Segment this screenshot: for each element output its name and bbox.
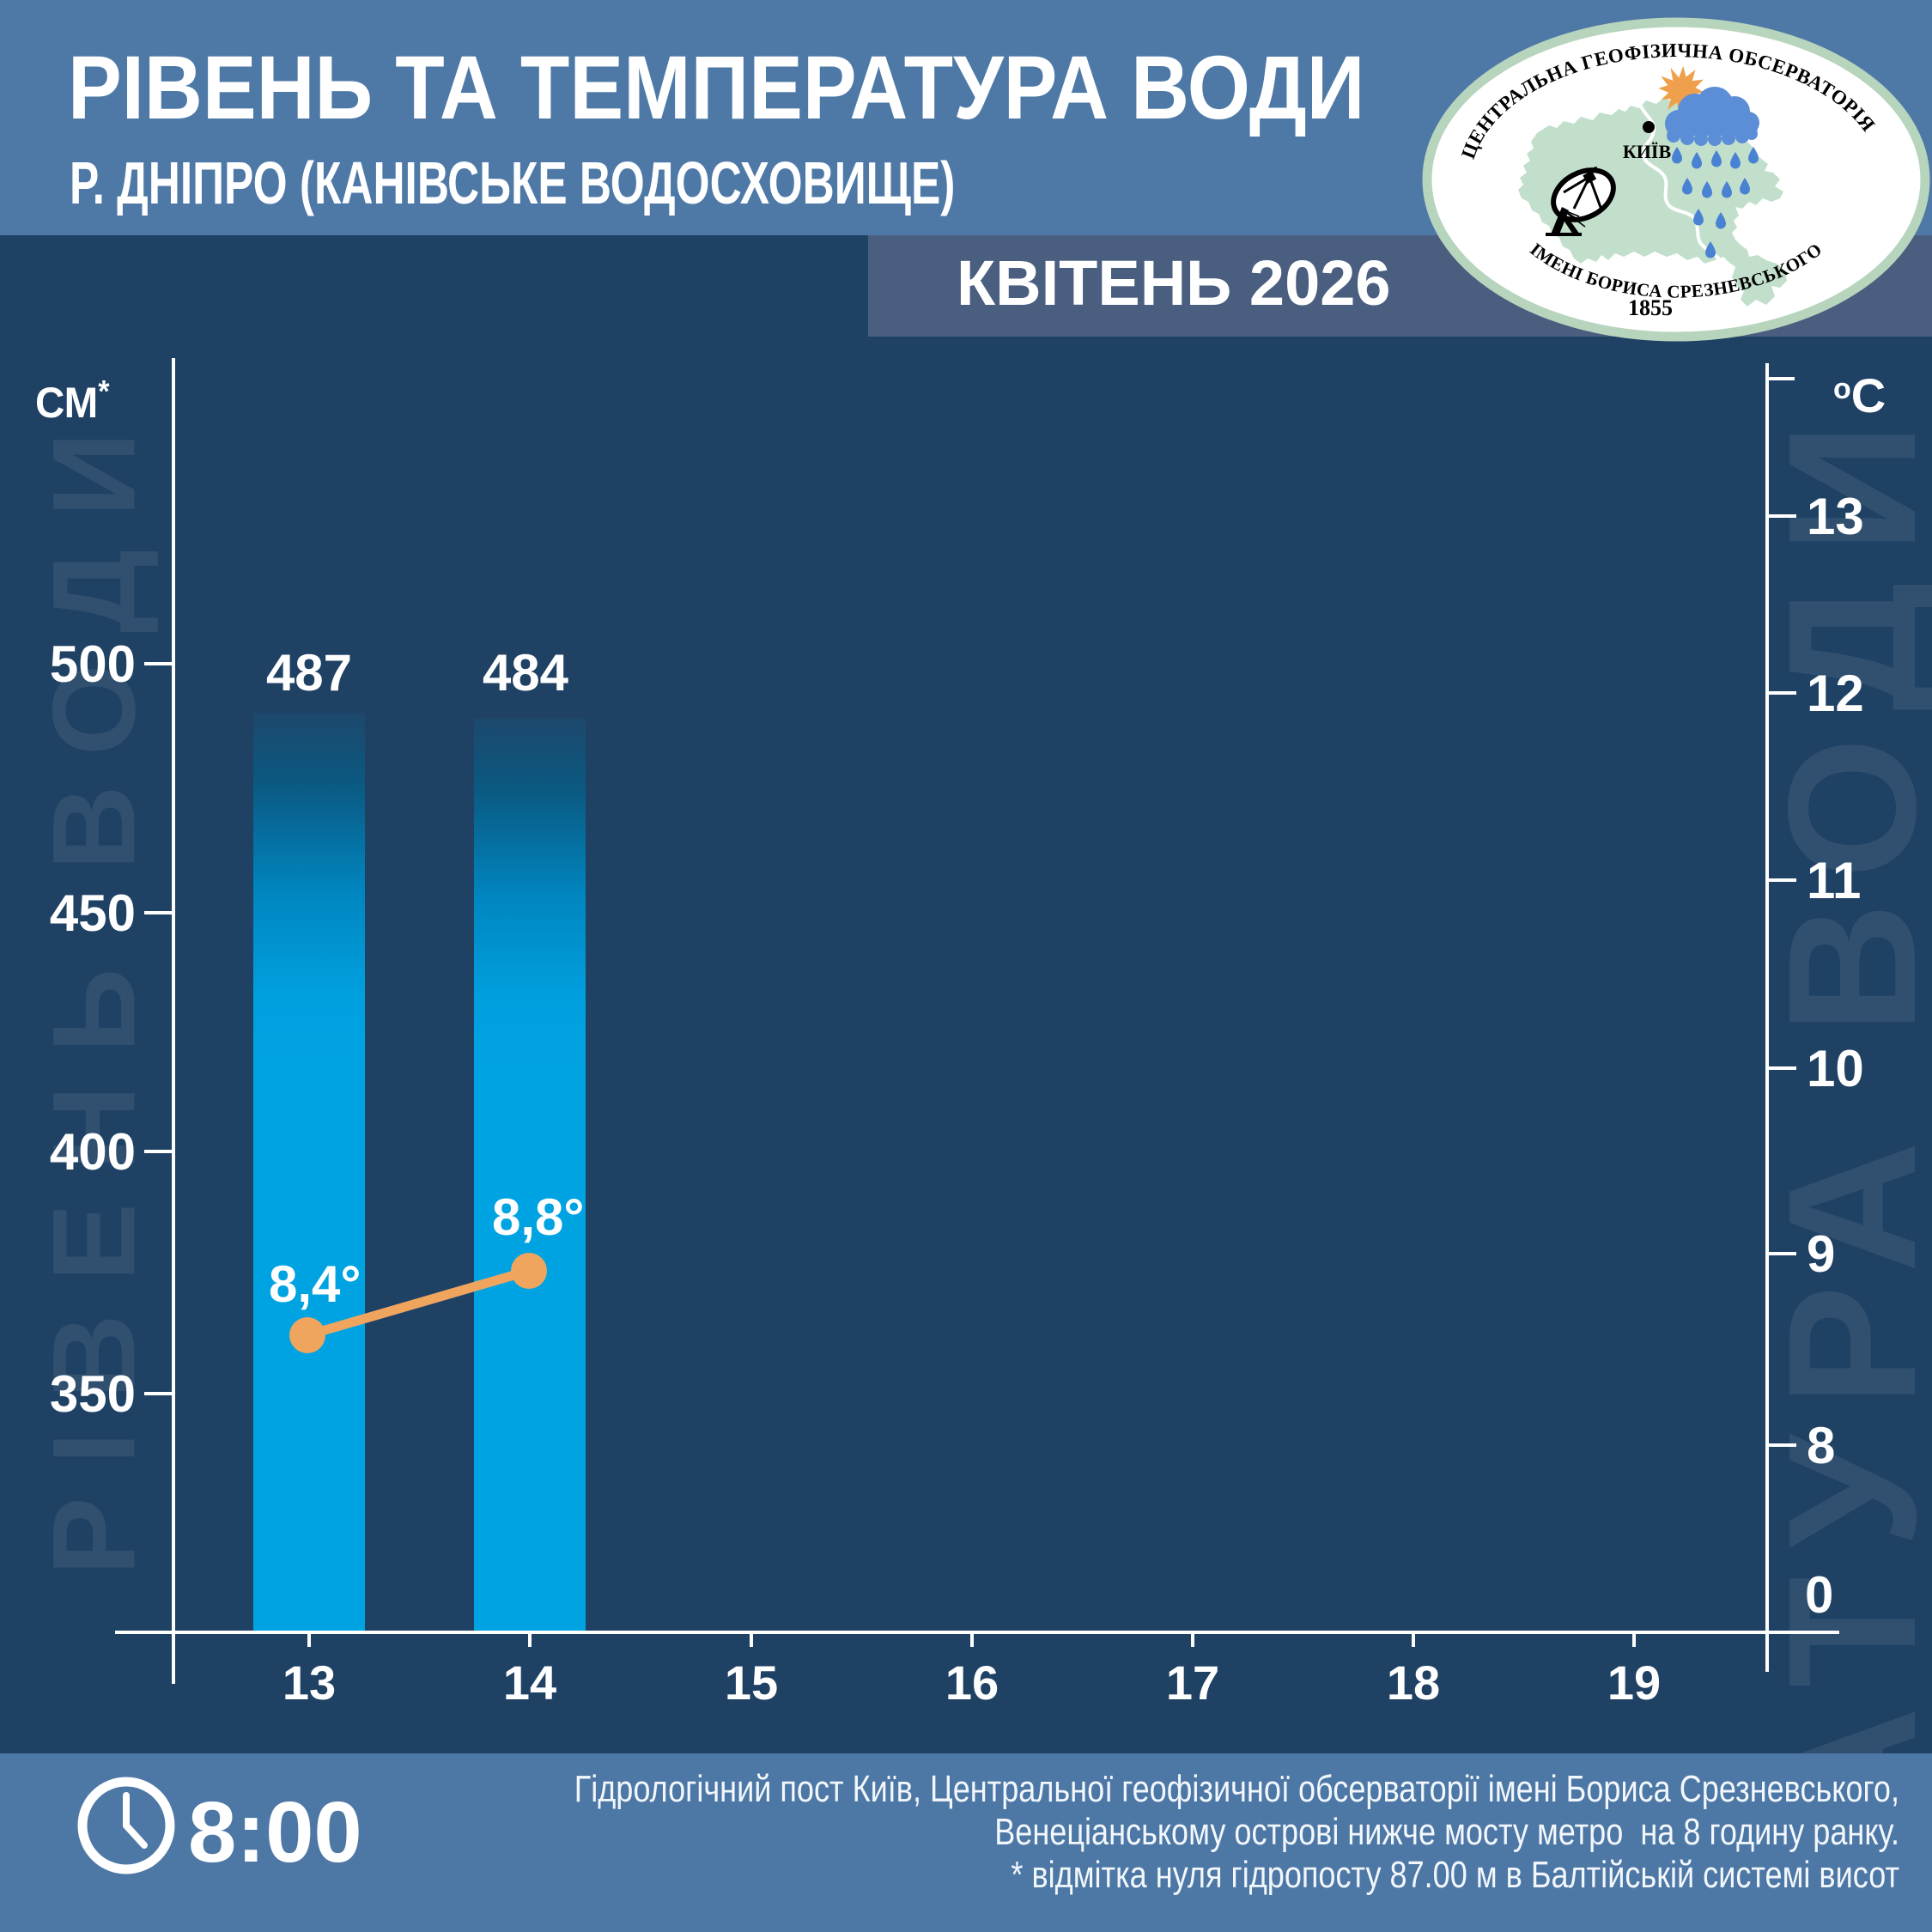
svg-text:1855: 1855: [1628, 295, 1673, 320]
svg-text:КИЇВ: КИЇВ: [1623, 141, 1672, 162]
